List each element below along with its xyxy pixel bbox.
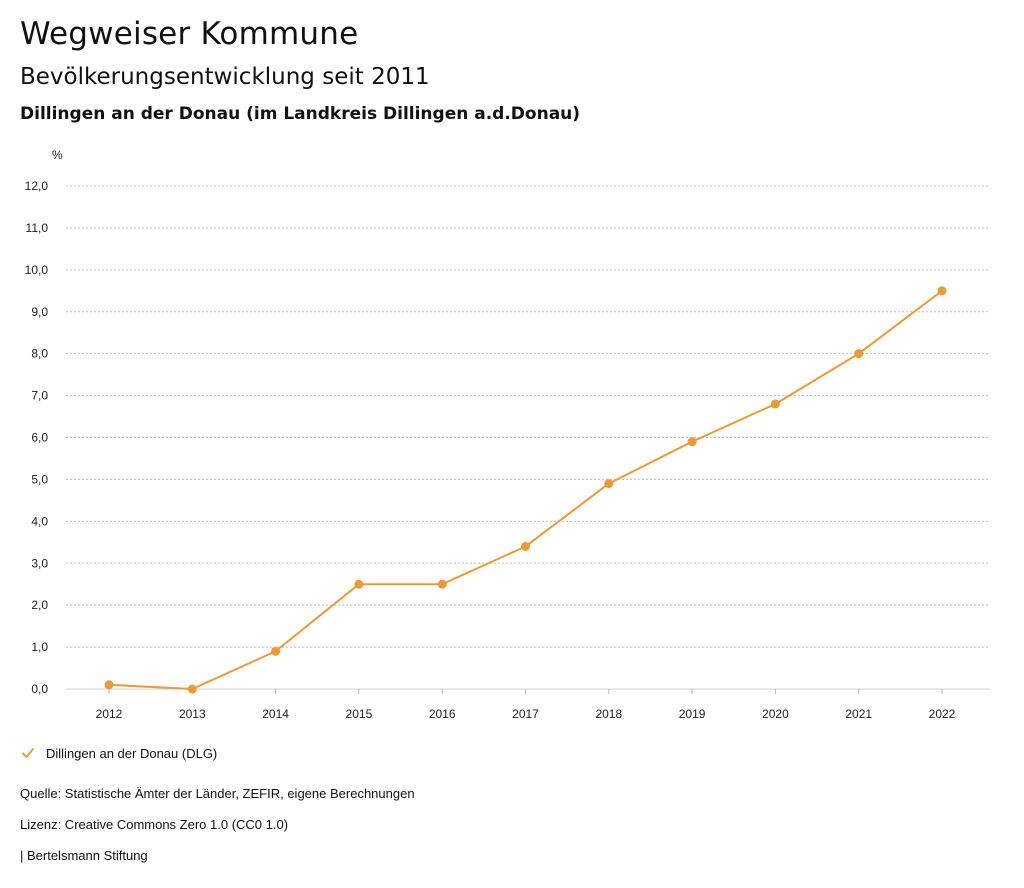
data-point[interactable] — [770, 399, 780, 409]
y-tick-label: 7,0 — [31, 389, 48, 403]
license-note: Lizenz: Creative Commons Zero 1.0 (CC0 1… — [20, 817, 289, 832]
grid-layer — [66, 185, 990, 690]
y-tick-label: 2,0 — [31, 598, 48, 612]
x-tick-label: 2016 — [429, 707, 456, 721]
legend-item[interactable]: Dillingen an der Donau (DLG) — [20, 745, 217, 761]
x-tick-label: 2021 — [845, 707, 872, 721]
x-tick-label: 2013 — [179, 707, 206, 721]
check-icon — [22, 748, 34, 758]
x-tick-label: 2014 — [262, 707, 289, 721]
y-tick-label: 12,0 — [25, 179, 49, 193]
y-tick-label: 3,0 — [31, 556, 48, 570]
x-tick-label: 2022 — [929, 707, 956, 721]
page-title: Wegweiser Kommune — [20, 16, 359, 52]
y-tick-label: 8,0 — [31, 347, 48, 361]
series-line — [108, 289, 943, 690]
line-chart: % 0,0 1,0 2,0 3,0 4,0 5,0 6,0 7,0 8,0 9,0 10,0 11,0 1… — [25, 148, 990, 721]
region-heading: Dillingen an der Donau (im Landkreis Dil… — [20, 104, 581, 124]
data-point[interactable] — [271, 646, 281, 656]
data-point[interactable] — [354, 579, 364, 589]
chart-subtitle: Bevölkerungsentwicklung seit 2011 — [20, 64, 430, 90]
x-tick-label: 2020 — [762, 707, 789, 721]
series-layer — [104, 286, 947, 694]
data-point[interactable] — [521, 541, 530, 551]
y-tick-label: 9,0 — [31, 305, 48, 319]
data-point[interactable] — [937, 286, 947, 296]
y-tick-label: 6,0 — [31, 431, 48, 445]
x-tick-label: 2012 — [96, 707, 123, 721]
data-point[interactable] — [104, 680, 114, 690]
y-axis-unit-label: % — [52, 148, 63, 162]
data-point[interactable] — [687, 437, 697, 447]
x-tick-label: 2015 — [346, 707, 373, 721]
publisher-note[interactable]: | Bertelsmann Stiftung — [20, 848, 148, 863]
y-tick-label: 1,0 — [31, 640, 48, 654]
source-note: Quelle: Statistische Ämter der Länder, Z… — [20, 786, 415, 801]
data-point[interactable] — [854, 349, 864, 359]
data-point[interactable] — [187, 684, 197, 694]
axis-layer: % 0,0 1,0 2,0 3,0 4,0 5,0 6,0 7,0 8,0 9,0 10,0 11,0 1… — [25, 148, 990, 721]
legend-label: Dillingen an der Donau (DLG) — [46, 745, 218, 761]
data-point[interactable] — [604, 479, 614, 489]
x-tick-label: 2018 — [595, 707, 622, 721]
x-tick-label: 2017 — [512, 707, 539, 721]
y-tick-label: 0,0 — [31, 682, 48, 696]
x-tick-label: 2019 — [679, 707, 706, 721]
y-tick-label: 5,0 — [31, 472, 48, 486]
y-tick-label: 10,0 — [25, 263, 49, 277]
y-tick-label: 4,0 — [31, 514, 48, 528]
data-point[interactable] — [437, 579, 447, 589]
y-tick-label: 11,0 — [26, 221, 49, 235]
